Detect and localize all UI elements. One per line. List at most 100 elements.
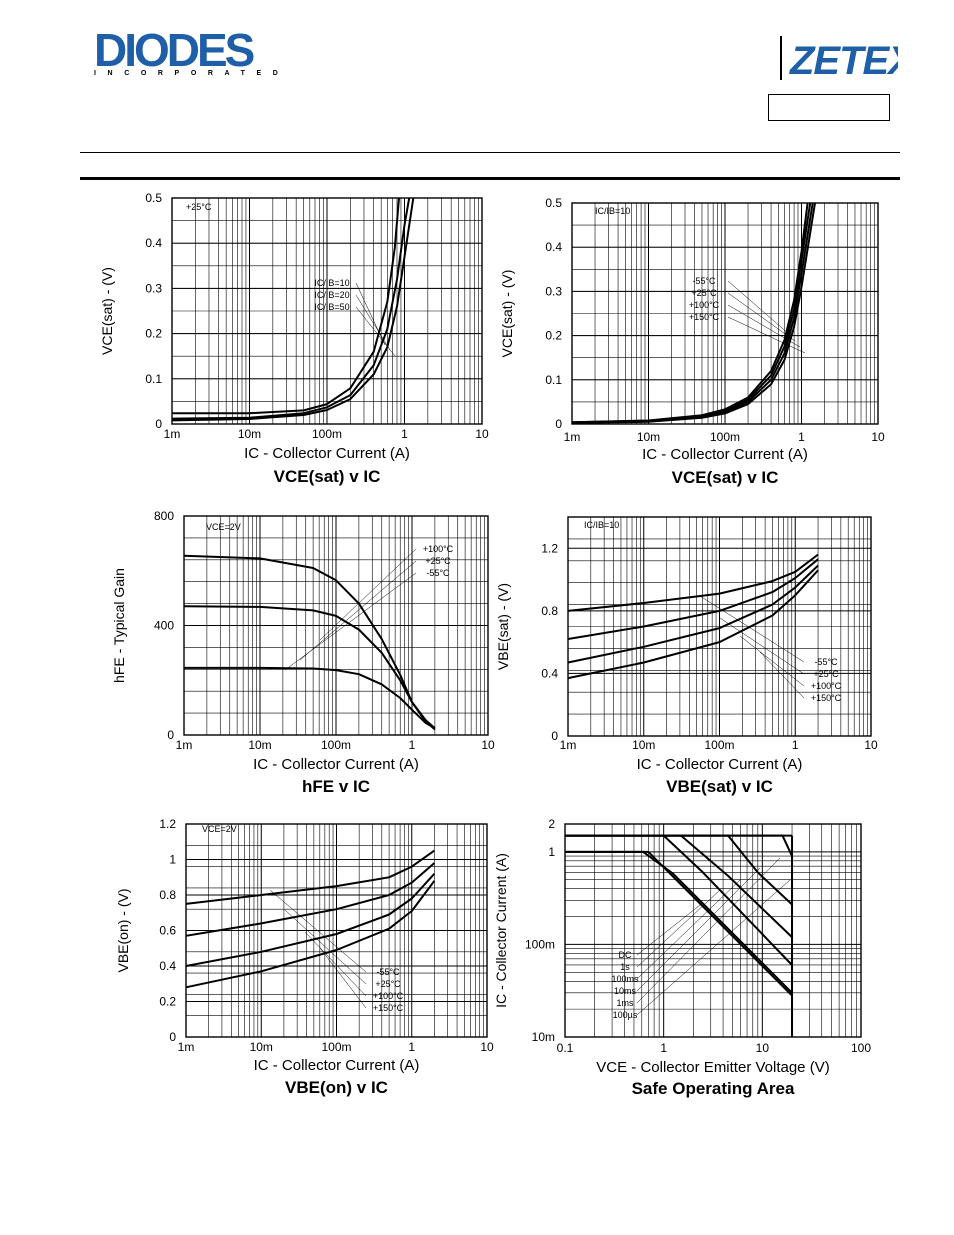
y-tick-label: 100m [525, 937, 555, 951]
series-line-2 [567, 558, 819, 640]
y-tick-label: 2 [548, 817, 555, 831]
legend-label: -55°C [814, 657, 838, 667]
y-tick-label: 0.8 [159, 888, 176, 902]
zetex-logo-text: ZETEX [789, 39, 898, 82]
legend-label: +100°C [373, 991, 404, 1001]
x-tick-label: 1 [408, 1040, 415, 1054]
legend-label: 10ms [614, 986, 637, 996]
y-tick-label: 0.2 [145, 327, 162, 341]
legend-leader-line [727, 292, 796, 342]
x-tick-label: 10 [756, 1041, 770, 1055]
x-axis-label: IC - Collector Current (A) [254, 1057, 420, 1074]
legend-label: 1s [620, 962, 630, 972]
chart-2: 1m 10m 100m 1 10 0 0.1 0.2 0.3 0.4 0.5 IC - Collect… [499, 196, 885, 487]
x-axis-label: IC - Collector Current (A) [253, 756, 419, 773]
x-axis-label: IC - Collector Current (A) [637, 756, 803, 773]
x-tick-label: 1m [178, 1040, 195, 1054]
legend-label: 1ms [616, 998, 634, 1008]
legend-leader-line [319, 947, 367, 1009]
y-tick-label: 0.6 [159, 924, 176, 938]
plot-frame [567, 516, 872, 737]
chart-1: 1m 10m 100m 1 10 0 0.1 0.2 0.3 0.4 0.5 IC - Collect… [99, 191, 489, 486]
legend-leader-line [304, 931, 367, 997]
legend-label: +100°C [423, 544, 454, 554]
chart-5: 1m 10m 100m 1 10 0 0.2 0.4 0.6 0.8 1 1.2 IC - Collec… [115, 817, 494, 1097]
y-tick-label: 400 [154, 619, 174, 633]
legend-label: +150°C [689, 312, 720, 322]
legend-label: +25°C [691, 288, 717, 298]
legend-label: +25°C [813, 669, 839, 679]
y-tick-label: 0.8 [541, 604, 558, 618]
chart-4: 1m 10m 100m 1 10 0 0.4 0.8 1.2 IC - Collector Cur… [495, 516, 878, 796]
x-tick-label: 1m [164, 427, 181, 441]
series-line-4 [567, 569, 819, 680]
legend-label: 100µs [613, 1010, 638, 1020]
chart-title: VCE(sat) v IC [274, 467, 381, 486]
corner-note: IC/IB=10 [584, 520, 619, 530]
y-tick-label: 1 [548, 845, 555, 859]
y-tick-label: 0.1 [545, 373, 562, 387]
x-tick-label: 1 [401, 427, 408, 441]
series-line-3 [184, 666, 436, 730]
header-box [768, 94, 890, 121]
x-tick-label: 100m [710, 430, 740, 444]
diodes-logo: DIODES [94, 30, 257, 76]
series-line-4 [185, 880, 436, 989]
y-axis-label: VCE(sat) - (V) [99, 267, 115, 355]
y-tick-label: 1.2 [541, 541, 558, 555]
y-tick-label: 0.4 [541, 666, 558, 680]
zetex-logo: ZETEX [780, 36, 898, 82]
legend-leader-line [355, 282, 386, 346]
x-tick-label: 100m [321, 1040, 351, 1054]
corner-note: IC/IB=10 [595, 206, 630, 216]
series-line-3 [172, 197, 400, 415]
y-tick-label: 0.5 [145, 191, 162, 205]
legend-leader-line [636, 867, 761, 992]
y-tick-label: 0 [551, 729, 558, 743]
plot-frame [564, 823, 862, 1038]
legend-leader-line [269, 889, 367, 973]
legend-leader-line [636, 904, 701, 956]
y-tick-label: 0.4 [545, 240, 562, 254]
x-tick-label: 0.1 [557, 1041, 574, 1055]
chart-title: VBE(on) v IC [285, 1078, 388, 1097]
x-tick-label: 10 [864, 738, 878, 752]
corner-note: +25°C [186, 202, 212, 212]
y-tick-label: 800 [154, 509, 174, 523]
legend-label: IC/IB=20 [314, 290, 349, 300]
y-axis-label: VBE(sat) - (V) [495, 583, 511, 670]
x-tick-label: 1 [660, 1041, 667, 1055]
y-tick-label: 0.3 [145, 281, 162, 295]
legend-leader-line [355, 306, 396, 357]
x-tick-label: 100m [312, 427, 342, 441]
series-line-2 [183, 605, 436, 729]
legend-label: +150°C [811, 693, 842, 703]
y-axis-label: VCE(sat) - (V) [499, 270, 515, 358]
legend-leader-line [636, 879, 791, 1016]
x-tick-label: 1 [409, 738, 416, 752]
x-tick-label: 1m [176, 738, 193, 752]
y-tick-label: 1.2 [159, 817, 176, 831]
corner-note: VCE=2V [206, 522, 241, 532]
legend-leader-line [759, 651, 805, 699]
legend-leader-line [299, 560, 417, 661]
legend-label: 100ms [611, 974, 639, 984]
y-tick-label: 0 [167, 728, 174, 742]
y-tick-label: 0.4 [145, 236, 162, 250]
plot-frame [185, 823, 488, 1038]
legend-label: IC/IB=50 [314, 302, 349, 312]
chart-title: VCE(sat) v IC [672, 468, 779, 487]
y-tick-label: 0.4 [159, 959, 176, 973]
legend-label: IC/IB=10 [314, 278, 349, 288]
series-line-2 [185, 862, 436, 937]
x-tick-label: 10 [481, 738, 495, 752]
legend-leader-line [284, 572, 417, 671]
legend-leader-line [319, 548, 417, 641]
series-line-2 [565, 850, 793, 994]
chart-title: VBE(sat) v IC [666, 777, 773, 796]
legend-leader-line [699, 595, 805, 663]
x-axis-label: IC - Collector Current (A) [244, 445, 410, 462]
legend-leader-line [284, 909, 367, 985]
x-tick-label: 10m [250, 1040, 273, 1054]
